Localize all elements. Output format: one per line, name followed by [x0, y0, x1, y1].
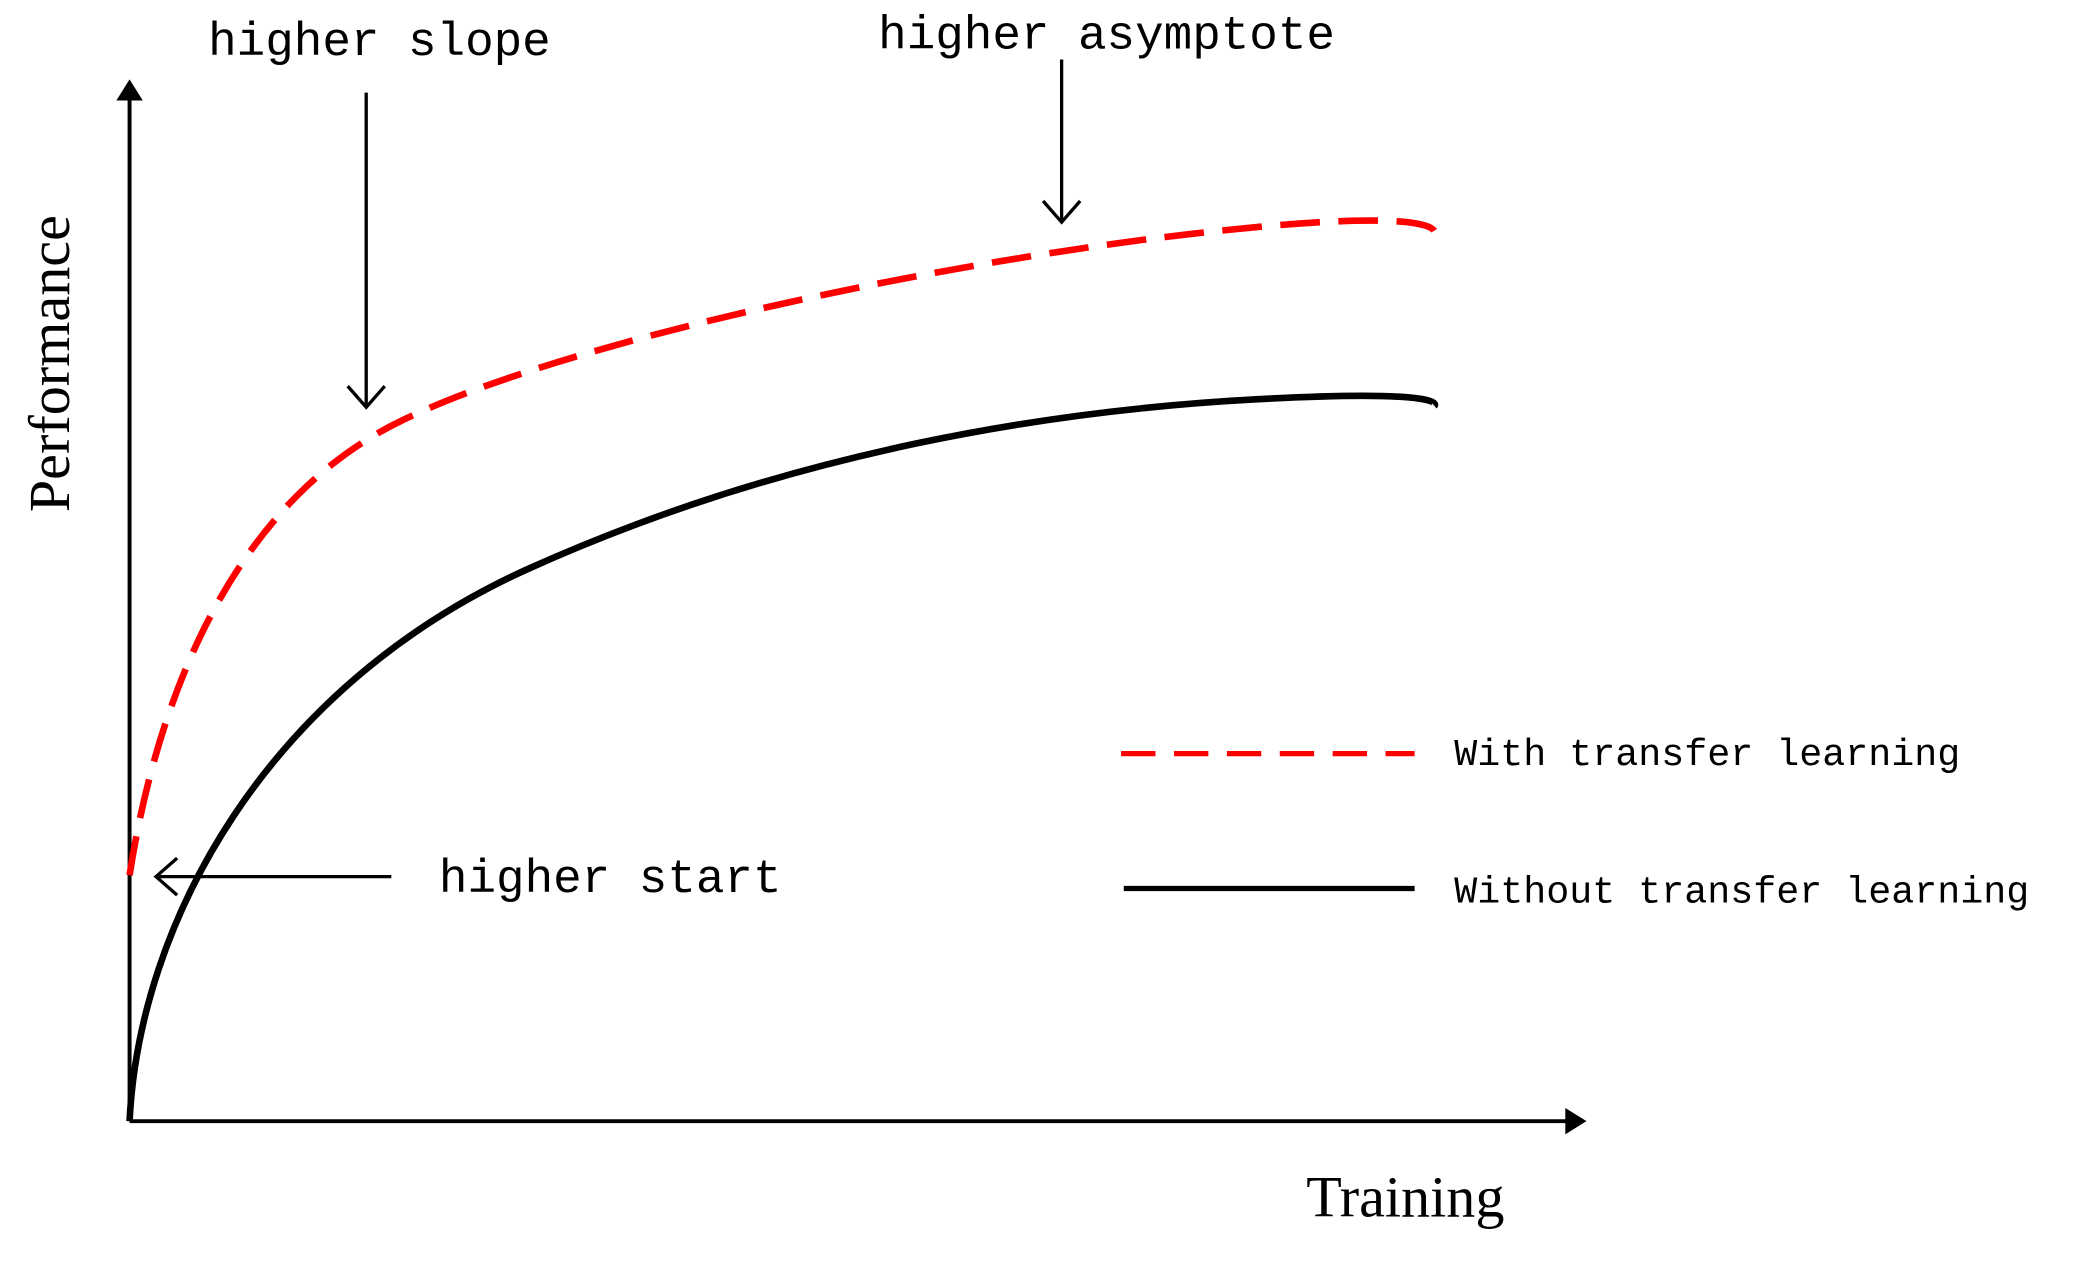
arrow-head: [346, 385, 386, 410]
curve-without: [126, 392, 1439, 1122]
legend-label-with: With transfer learning: [1454, 733, 1960, 777]
x-axis-arrow: [1565, 1107, 1587, 1135]
arrow-head: [153, 856, 179, 897]
annotation-slope: higher slope: [208, 16, 551, 70]
curve-with: [126, 217, 1439, 876]
y-axis-arrow: [116, 79, 143, 101]
annotation-asymptote: higher asymptote: [878, 9, 1335, 63]
arrow-head: [1041, 199, 1082, 225]
legend-label-without: Without transfer learning: [1454, 871, 2029, 915]
y-axis-label: Performance: [17, 215, 82, 512]
annotation-start: higher start: [439, 853, 782, 907]
x-axis-label: Training: [1306, 1164, 1504, 1229]
